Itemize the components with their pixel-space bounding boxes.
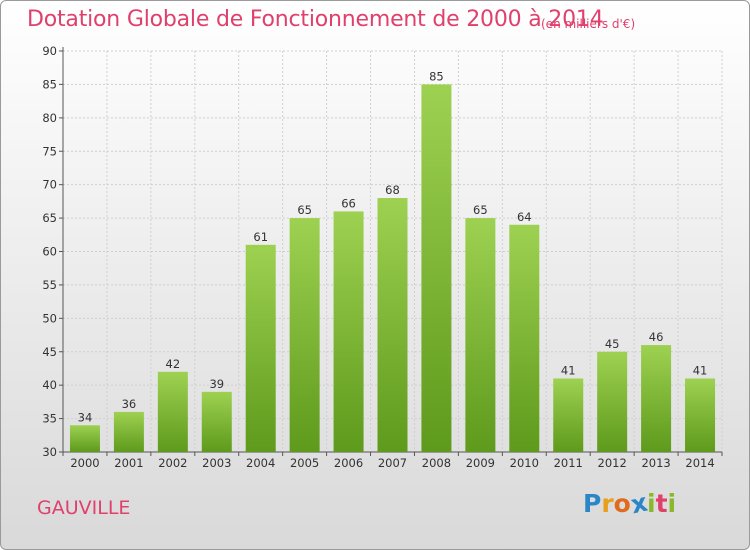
x-tick-label-2014: 2014 [685,456,714,470]
value-label-2006: 66 [341,196,356,210]
x-tick-label-2012: 2012 [598,456,627,470]
bar-2009 [465,218,496,452]
labels: 34 2000 36 2001 42 2002 39 2003 61 2004 65 2005 66 20… [70,69,714,470]
value-label-2003: 39 [209,377,224,391]
y-tick-label: 45 [42,345,57,359]
bar-2001 [113,411,144,452]
x-tick-label-2007: 2007 [378,456,407,470]
logo-letter: o [613,489,631,518]
x-tick-label-2003: 2003 [202,456,231,470]
bar-2007 [377,198,408,452]
value-label-2010: 64 [517,210,532,224]
x-tick-label-2010: 2010 [510,456,539,470]
value-label-2013: 46 [649,330,664,344]
place-name: GAUVILLE [37,497,131,519]
logo-letter: i [667,489,677,518]
value-label-2012: 45 [605,337,620,351]
x-tick-label-2006: 2006 [334,456,363,470]
x-tick-label-2013: 2013 [641,456,670,470]
x-tick-label-2000: 2000 [70,456,99,470]
value-label-2007: 68 [385,183,400,197]
logo-letter: t [655,489,668,518]
bar-2004 [245,244,276,452]
value-label-2011: 41 [561,363,576,377]
logo-letter: i [647,489,656,518]
y-tick-label: 35 [42,412,57,426]
y-tick-label: 90 [42,44,57,58]
x-tick-label-2008: 2008 [422,456,451,470]
y-tick-label: 60 [42,245,57,259]
x-tick-label-2002: 2002 [158,456,187,470]
bar-2003 [201,391,232,452]
value-label-2008: 85 [429,69,444,83]
bar-2011 [553,378,584,452]
value-label-2001: 36 [122,397,137,411]
x-tick-label-2005: 2005 [290,456,319,470]
bar-2002 [157,371,188,452]
y-tick-label: 30 [42,445,57,459]
y-tick-label: 75 [42,144,57,158]
bar-2008 [421,84,452,453]
x-tick-label-2009: 2009 [466,456,495,470]
y-tick-label: 50 [42,311,57,325]
value-label-2004: 61 [253,230,268,244]
y-tick-label: 40 [42,378,57,392]
bar-2012 [597,351,628,452]
bar-2006 [333,211,364,452]
bar-2014 [685,378,716,452]
bars [69,84,716,453]
bar-2005 [289,218,320,452]
value-label-2005: 65 [297,203,312,217]
value-label-2014: 41 [693,363,708,377]
chart-title: Dotation Globale de Fonctionnement de 20… [27,7,604,32]
y-tick-label: 85 [42,77,57,91]
value-label-2002: 42 [166,357,181,371]
y-tick-label: 65 [42,211,57,225]
bar-2013 [641,345,672,452]
y-tick-label: 55 [42,278,57,292]
value-label-2009: 65 [473,203,488,217]
proxiti-logo[interactable]: Proxiti [583,488,677,520]
y-tick-label: 70 [42,178,57,192]
value-label-2000: 34 [78,410,93,424]
y-tick-label: 80 [42,111,57,125]
axes: 30 35 40 45 50 55 60 65 70 75 80 85 90 [42,44,723,459]
x-tick-label-2004: 2004 [246,456,275,470]
chart-subtitle: (en milliers d'€) [541,17,636,31]
logo-letter: P [583,489,602,518]
bar-2000 [69,425,100,452]
x-tick-label-2001: 2001 [114,456,143,470]
x-tick-label-2011: 2011 [554,456,583,470]
logo-letter: r [601,489,614,518]
bar-2010 [509,224,540,452]
